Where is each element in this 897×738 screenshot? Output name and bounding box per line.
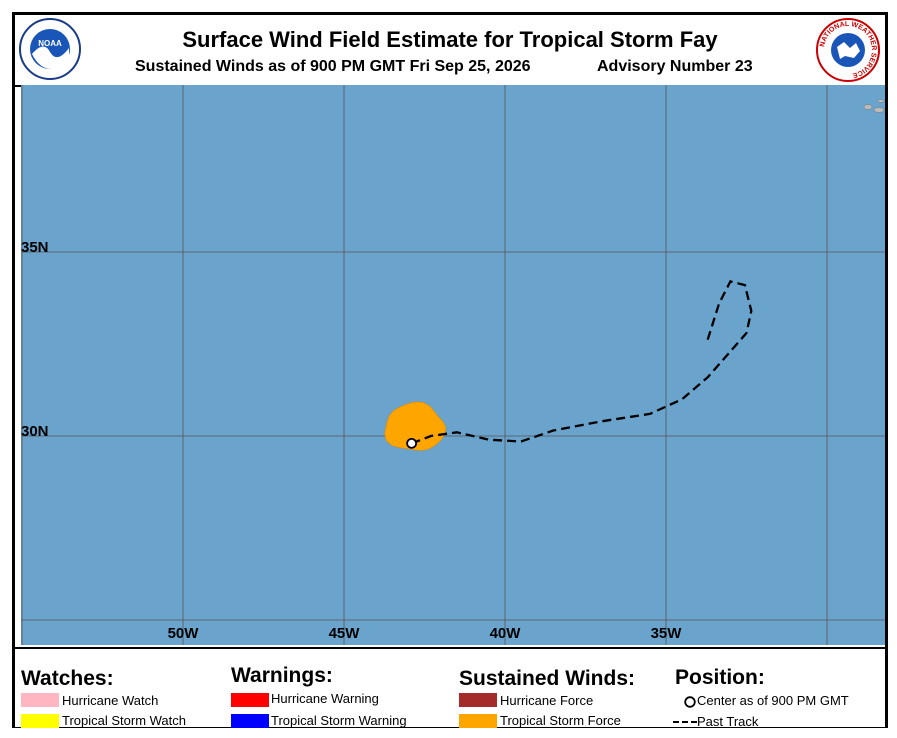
graphic-frame: NOAA Surface Wind Field Estimate for Tro… — [12, 12, 888, 729]
tropical-storm-watch-swatch — [21, 714, 59, 728]
graticule — [21, 85, 885, 645]
advisory-number: Advisory Number 23 — [597, 58, 753, 75]
noaa-logo-icon: NOAA — [19, 18, 81, 80]
tropical-storm-watch-label: Tropical Storm Watch — [62, 713, 187, 728]
hurricane-force-swatch — [459, 693, 497, 707]
legend-sustained-winds-title: Sustained Winds: — [459, 667, 635, 690]
hurricane-watch-label: Hurricane Watch — [62, 693, 159, 708]
legend-watches-title: Watches: — [21, 667, 114, 690]
hurricane-warning-swatch — [231, 693, 269, 707]
island — [863, 104, 873, 110]
past-track-label: Past Track — [697, 714, 759, 729]
map-area: 35N 30N 50W 45W 40W 35W — [21, 85, 885, 645]
center-position-label: Center as of 900 PM GMT — [697, 693, 849, 708]
map-subtitle: Sustained Winds as of 900 PM GMT Fri Sep… — [135, 58, 531, 75]
storm-center-marker — [406, 437, 418, 449]
lon-label-50w: 50W — [168, 625, 200, 642]
past-track-icon — [673, 721, 697, 723]
hurricane-force-label: Hurricane Force — [500, 693, 594, 708]
nws-logo-icon: NATIONAL WEATHER SERVICE — [816, 18, 880, 82]
tropical-storm-warning-label: Tropical Storm Warning — [271, 713, 407, 728]
hurricane-warning-label: Hurricane Warning — [271, 691, 379, 706]
map-title: Surface Wind Field Estimate for Tropical… — [182, 27, 718, 52]
lon-label-40w: 40W — [490, 625, 522, 642]
past-track-line — [411, 280, 753, 445]
lon-label-45w: 45W — [329, 625, 361, 642]
legend-warnings-title: Warnings: — [231, 664, 333, 687]
island — [873, 107, 885, 113]
azores-islands — [863, 99, 885, 113]
lat-label-30n: 30N — [21, 423, 49, 440]
noaa-logo-text: NOAA — [38, 39, 62, 48]
hurricane-watch-swatch — [21, 693, 59, 707]
tropical-storm-force-swatch — [459, 714, 497, 728]
tropical-storm-force-label: Tropical Storm Force — [500, 713, 621, 728]
tropical-storm-force-wind-field — [384, 401, 447, 451]
lat-label-35n: 35N — [21, 239, 49, 256]
ocean-background — [21, 85, 885, 645]
header: NOAA Surface Wind Field Estimate for Tro… — [15, 15, 885, 87]
lon-label-35w: 35W — [651, 625, 683, 642]
legend: Watches: Hurricane Watch Tropical Storm … — [15, 647, 885, 729]
center-marker-icon — [684, 696, 696, 708]
island — [877, 99, 885, 103]
legend-position-title: Position: — [675, 666, 765, 689]
tropical-storm-warning-swatch — [231, 714, 269, 728]
